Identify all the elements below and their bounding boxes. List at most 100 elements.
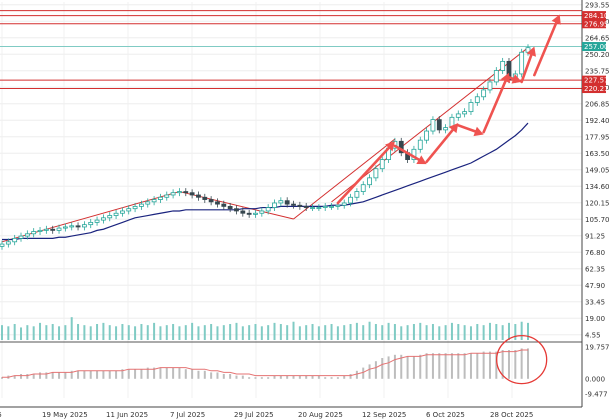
macd-bar: [260, 377, 263, 379]
macd-bar: [203, 370, 206, 379]
time-tick-label: 11 Jun 2025: [106, 411, 148, 419]
volume-bar: [32, 326, 35, 340]
candle-body: [221, 203, 227, 207]
macd-bar: [520, 348, 523, 379]
candle-body: [265, 207, 271, 212]
macd-bar: [248, 377, 251, 379]
volume-bar: [438, 326, 441, 340]
macd-bar: [229, 374, 232, 379]
price-tag-label: 284.10: [584, 12, 609, 20]
macd-bar: [495, 351, 498, 379]
macd-bar: [267, 377, 270, 379]
candle-body: [234, 208, 239, 212]
candle-body: [253, 212, 258, 215]
time-tick-label: 20 Aug 2025: [298, 411, 343, 419]
volume-bar: [178, 326, 181, 340]
volume-bar: [488, 322, 491, 340]
volume-bar: [305, 325, 308, 340]
macd-bar: [324, 377, 327, 379]
volume-bar: [58, 326, 61, 340]
candle-body: [139, 203, 144, 207]
arrow-shaft: [336, 146, 391, 205]
candle-body: [436, 119, 442, 131]
candle-body: [348, 196, 353, 204]
price-tick-label: 134.60: [585, 183, 610, 191]
macd-bar: [507, 350, 510, 379]
candle-body: [297, 204, 303, 207]
volume-bar: [286, 325, 289, 340]
candle-body: [126, 208, 132, 212]
macd-bar: [77, 370, 80, 379]
volume-bar: [514, 324, 517, 340]
macd-bar: [153, 367, 156, 379]
candle-body: [107, 215, 113, 219]
candle-body: [259, 210, 265, 214]
price-tick-label: 264.65: [585, 34, 610, 42]
macd-highlight-circle: [496, 334, 548, 385]
volume-bar: [191, 322, 194, 340]
macd-bar: [58, 372, 61, 379]
macd-bar: [146, 367, 149, 379]
candle-body: [227, 205, 233, 210]
volume-bar: [501, 325, 504, 340]
macd-bar: [298, 375, 301, 379]
grid: [0, 2, 582, 398]
macd-tick-label: -9.477: [585, 390, 608, 398]
volume-bar: [153, 322, 156, 340]
volume-bar: [463, 325, 466, 340]
volume-bar: [311, 324, 314, 340]
volume-bar: [1, 325, 3, 340]
volume-bar: [419, 322, 422, 340]
candle-body: [354, 191, 360, 198]
candle-body: [43, 228, 49, 231]
macd-bar: [349, 374, 352, 379]
candle-body: [310, 207, 315, 209]
macd-bar: [191, 369, 194, 379]
price-tag-label: 220.21: [584, 85, 609, 93]
macd-bar: [393, 354, 396, 379]
candle-body: [31, 231, 37, 235]
macd-bar: [305, 375, 308, 379]
candle-body: [462, 111, 468, 115]
price-tick-label: 192.40: [585, 117, 610, 125]
volume-bar: [115, 326, 118, 340]
candle-body: [291, 203, 296, 206]
volume-bar: [393, 324, 396, 340]
volume-bar: [64, 325, 67, 340]
volume-bar: [381, 325, 384, 340]
volume-bar: [349, 324, 352, 340]
volume-bar: [222, 325, 225, 340]
macd-panel: [0, 341, 582, 379]
macd-bar: [501, 350, 504, 379]
volume-bar: [450, 322, 453, 340]
price-tick-label: 120.15: [585, 199, 610, 207]
price-tick-label: 47.90: [585, 282, 605, 290]
macd-signal-line: [2, 349, 528, 378]
arrow-head: [551, 14, 561, 25]
volume-bar: [184, 325, 187, 340]
candle-body: [75, 225, 81, 228]
price-tag-box: [582, 75, 606, 85]
horizontal-levels: [0, 10, 582, 90]
volume-bar: [248, 325, 251, 340]
volume-bar: [368, 321, 371, 340]
macd-axis-labels: 19.757 0.000 -9.477: [585, 344, 610, 399]
time-tick-label: 2025: [0, 411, 2, 419]
macd-bar: [463, 353, 466, 379]
macd-bar: [1, 377, 3, 379]
macd-bar: [488, 351, 491, 379]
candle-body: [151, 199, 157, 203]
candle-body: [519, 51, 525, 75]
macd-bar: [438, 353, 441, 379]
macd-bar: [311, 375, 314, 379]
volume-bar: [89, 326, 92, 340]
macd-bar: [527, 348, 529, 379]
candle-body: [12, 237, 18, 243]
macd-bar: [197, 370, 200, 379]
volume-bar: [482, 325, 485, 340]
candle-body: [69, 225, 75, 228]
arrow-head: [416, 155, 427, 165]
time-tick-label: 7 Jul 2025: [170, 411, 205, 419]
candle-body: [455, 113, 461, 118]
